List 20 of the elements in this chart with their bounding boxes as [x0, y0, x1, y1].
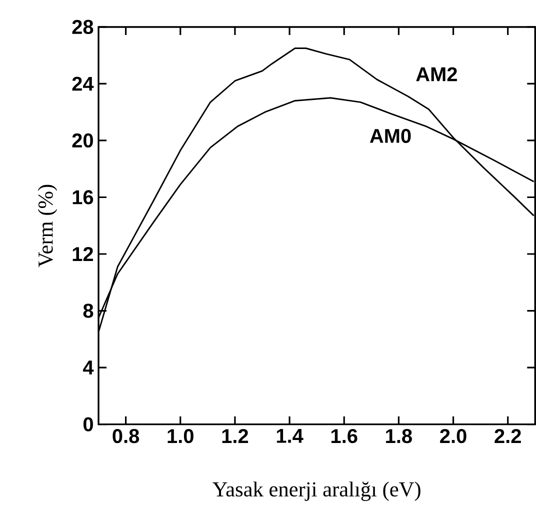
series-label: AM0 [370, 128, 411, 143]
y-tick-label: 4 [82, 360, 94, 374]
y-tick-label: 16 [72, 190, 94, 204]
y-tick-label: 8 [83, 304, 94, 318]
y-tick-label: 24 [72, 76, 94, 91]
x-tick-label: 1.4 [276, 428, 304, 443]
x-tick-label: 1.0 [168, 428, 194, 444]
y-tick-label: 12 [72, 246, 93, 261]
x-axis-title: Yasak enerji aralığı (eV) [212, 482, 420, 501]
x-tick-label: 1.8 [386, 428, 412, 444]
y-tick-label: 28 [72, 20, 94, 34]
x-tick-label: 0.8 [112, 428, 140, 444]
y-tick-label: 20 [72, 133, 93, 148]
series-label: AM2 [416, 67, 457, 82]
y-tick-label: 0 [83, 417, 93, 432]
x-tick-label: 2.2 [494, 428, 521, 443]
x-tick-label: 2.0 [440, 428, 466, 444]
y-axis-title: Verm (%) [38, 184, 58, 268]
x-tick-label: 1.6 [331, 428, 358, 444]
x-tick-label: 1.2 [222, 428, 248, 443]
